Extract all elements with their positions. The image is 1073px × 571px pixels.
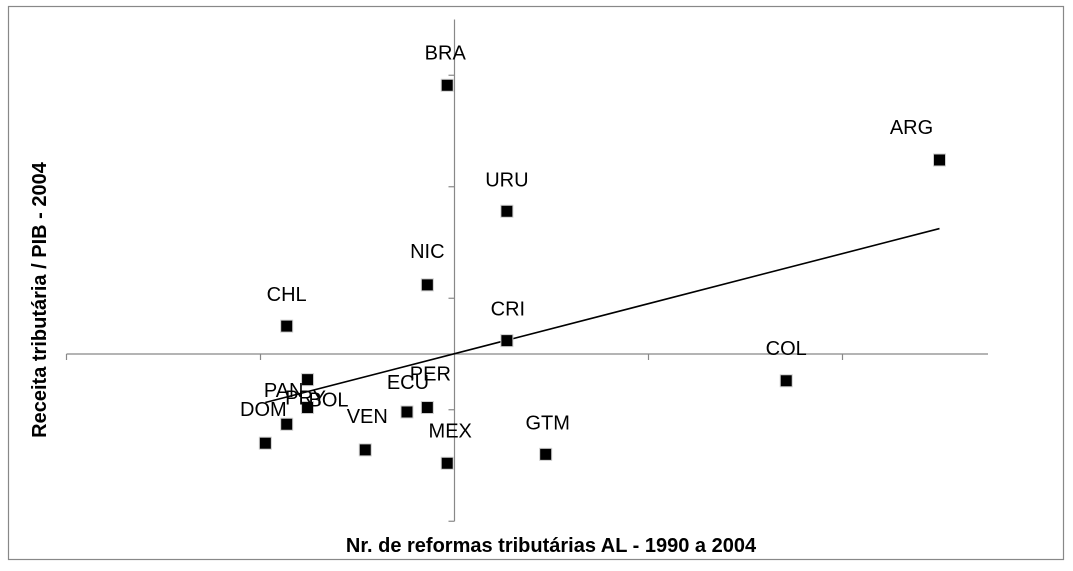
point-ven [358, 443, 372, 457]
trendline [265, 227, 940, 404]
label-arg: ARG [890, 117, 933, 139]
point-col [779, 374, 793, 388]
label-pan: PAN [264, 380, 304, 402]
point-ecu [400, 405, 414, 419]
label-pry: PRY [285, 388, 326, 410]
point-nic [420, 278, 434, 292]
label-col: COL [766, 338, 807, 360]
point-per [420, 401, 434, 415]
label-bra: BRA [425, 42, 467, 64]
label-cri: CRI [491, 299, 525, 321]
label-per: PER [410, 364, 451, 386]
point-bol [301, 373, 315, 387]
point-gtm [539, 447, 553, 461]
x-axis-title: Nr. de reformas tributárias AL - 1990 a … [346, 535, 757, 557]
point-pan [280, 417, 294, 431]
axes [65, 19, 988, 522]
y-axis-title: Receita tributária / PIB - 2004 [29, 161, 51, 438]
point-pry [301, 401, 315, 415]
point-uru [500, 204, 514, 218]
label-chl: CHL [267, 284, 307, 306]
point-arg [933, 153, 946, 167]
point-cri [500, 334, 514, 348]
point-bra [440, 78, 454, 92]
label-bol: BOL [309, 390, 349, 412]
label-ven: VEN [347, 406, 388, 428]
label-uru: URU [485, 169, 528, 191]
chart-border [7, 5, 1065, 561]
label-nic: NIC [410, 241, 444, 263]
point-dom [258, 436, 272, 450]
label-ecu: ECU [387, 372, 429, 394]
label-dom: DOM [240, 399, 287, 421]
label-mex: MEX [429, 420, 472, 442]
point-chl [280, 319, 294, 333]
label-gtm: GTM [525, 412, 569, 434]
point-mex [440, 456, 454, 470]
data-points [258, 78, 946, 470]
